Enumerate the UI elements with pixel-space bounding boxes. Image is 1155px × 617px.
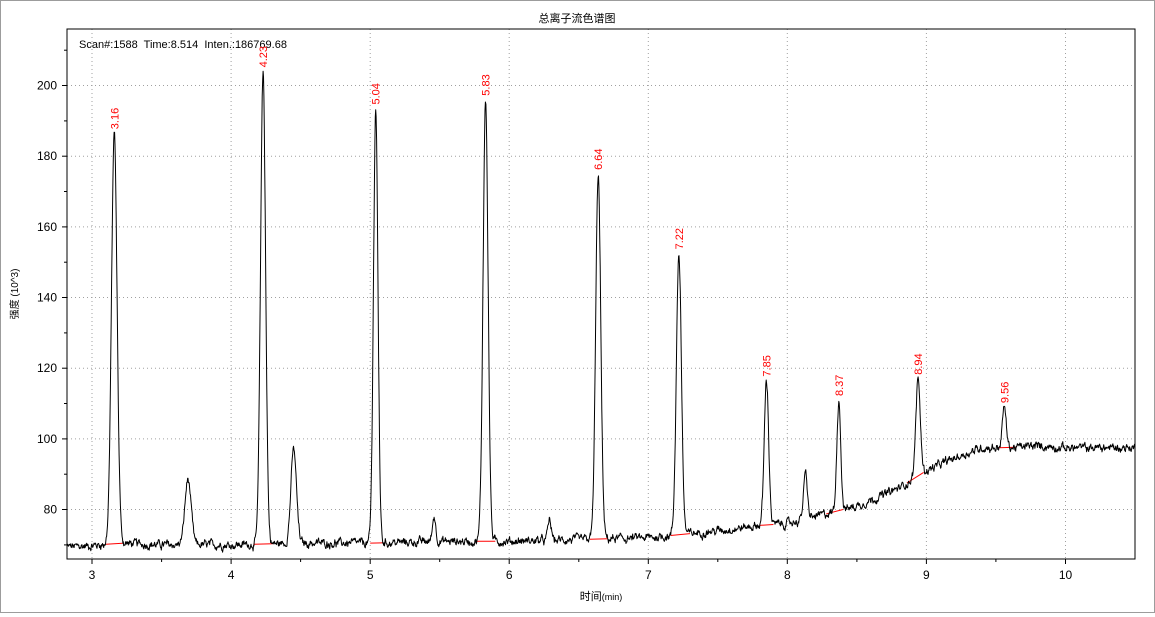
peak-labels: 3.16 4.23 5.04 5.83 6.64 7.22 7.85 8.37 8.94 9.56 — [109, 46, 1011, 403]
peak-label: 8.37 — [834, 375, 846, 396]
y-tick-label: 80 — [44, 503, 58, 517]
y-tick-label: 200 — [37, 79, 57, 93]
tic-trace-line — [67, 71, 1135, 552]
peak-label: 7.22 — [674, 228, 686, 249]
y-tick-label: 100 — [37, 432, 57, 446]
x-tick-label: 7 — [645, 568, 652, 582]
x-tick-label: 4 — [228, 568, 235, 582]
peak-label: 4.23 — [258, 46, 270, 67]
peak-baseline-segment — [760, 525, 774, 526]
y-tick-label: 160 — [37, 220, 57, 234]
x-axis-unit: (min) — [602, 592, 623, 602]
peak-baseline-segment — [590, 539, 608, 540]
peak-label: 5.04 — [371, 83, 383, 104]
plot-area — [67, 29, 1135, 559]
y-tick-label: 140 — [37, 291, 57, 305]
grid-lines — [67, 29, 1135, 559]
x-axis-title: 时间 — [580, 590, 602, 603]
peak-label: 7.85 — [762, 355, 774, 376]
scan-info: Scan#:1588 Time:8.514 Inten.:186769.68 — [79, 39, 287, 51]
x-tick-label: 5 — [367, 568, 374, 582]
peak-baseline-segment — [671, 534, 691, 536]
peak-baseline-segment — [253, 544, 272, 545]
x-tick-label: 6 — [506, 568, 513, 582]
x-axis-label: 时间(min) — [580, 590, 623, 603]
peak-label: 6.64 — [593, 148, 605, 169]
y-tick-label: 120 — [37, 361, 57, 375]
peak-label: 3.16 — [109, 108, 121, 129]
x-tick-label: 8 — [784, 568, 791, 582]
x-tick-label: 3 — [89, 568, 96, 582]
x-tick-label: 9 — [923, 568, 930, 582]
peak-label: 5.83 — [481, 74, 493, 95]
chart-title: 总离子流色谱图 — [539, 11, 616, 25]
x-tick-label: 10 — [1059, 568, 1073, 582]
peak-label: 8.94 — [913, 353, 925, 374]
axes: 3 4 5 6 7 8 9 10 80 100 120 140 160 180 200 — [37, 50, 1073, 582]
y-tick-label: 180 — [37, 149, 57, 163]
tic-trace — [67, 71, 1135, 552]
peak-baseline-segment — [907, 472, 924, 483]
peak-label: 9.56 — [999, 382, 1011, 403]
peak-baseline-segment — [106, 543, 123, 544]
y-axis-label: 强度 (10^3) — [8, 269, 21, 320]
